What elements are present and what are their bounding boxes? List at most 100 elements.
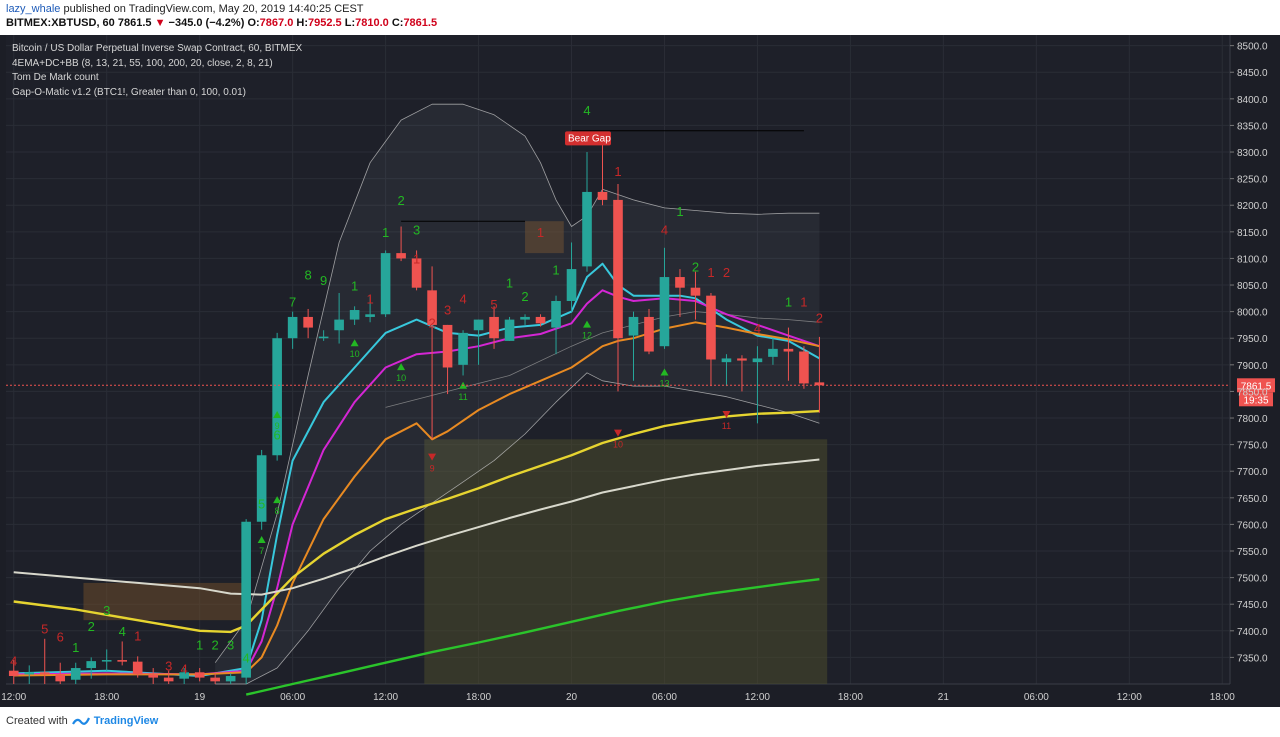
ohlc-header: BITMEX:XBTUSD, 60 7861.5 ▼ −345.0 (−4.2%… (6, 17, 437, 29)
candle (721, 354, 732, 387)
candle (70, 662, 81, 684)
candle (194, 668, 205, 682)
td-count-label: 5 (490, 297, 497, 312)
td-count-label: 4 (10, 653, 17, 668)
low-value: 7810.0 (355, 17, 389, 29)
candle (179, 668, 189, 684)
candle-body (272, 338, 282, 456)
candle (628, 311, 639, 381)
gap-zone (525, 221, 564, 254)
candle-body (318, 336, 329, 339)
candle (442, 324, 453, 395)
candle-body (520, 316, 530, 320)
td-count-label: 4 (181, 661, 188, 676)
series-bb-upper (214, 103, 820, 663)
td-setup-label: 10 (396, 373, 406, 383)
td-count-label: 2 (723, 265, 730, 280)
close-label: C: (391, 17, 404, 29)
td-setup-label: 13 (659, 378, 669, 388)
td-setup-label: 9 (275, 421, 280, 431)
td-count-label: 4 (754, 321, 761, 336)
candle-body (706, 295, 716, 360)
legend-ema[interactable]: 4EMA+DC+BB (8, 13, 21, 55, 100, 200, 20,… (12, 57, 273, 69)
td-count-label: 1 (537, 225, 544, 240)
td-count-label: 9 (320, 273, 327, 288)
td-count-label: 2 (397, 193, 404, 208)
candle-body (117, 660, 128, 662)
candle-body (814, 382, 825, 386)
y-tick-label: 7800.0 (1237, 414, 1268, 425)
candle (303, 308, 313, 339)
legend-td[interactable]: Tom De Mark count (12, 72, 99, 83)
time-axis: 12:00 18:00 19 06:00 12:00 18:00 20 06:00 12:00 1… (1, 692, 1235, 703)
candle-body (101, 660, 112, 662)
td-count-label: 2 (428, 316, 435, 331)
candle (24, 665, 35, 684)
candle-body (194, 672, 205, 678)
change-value: −345.0 (−4.2%) (168, 17, 245, 29)
high-value: 7952.5 (308, 17, 342, 29)
bear-gap-tag: Bear Gap (565, 131, 611, 146)
legend-gap[interactable]: Gap-O-Matic v1.2 (BTC1!, Greater than 0,… (12, 86, 246, 98)
td-count-label: 3 (103, 603, 110, 618)
x-tick-label: 21 (938, 692, 950, 703)
td-count-label: 4 (459, 292, 466, 307)
candle (551, 295, 561, 355)
td-count-label: 4 (119, 624, 126, 639)
gap-zones (83, 221, 828, 684)
td-sell-triangle-icon (614, 429, 622, 437)
td-count-label: 6 (57, 629, 64, 644)
candle (132, 656, 143, 678)
candle-body (613, 199, 623, 339)
candle-body (225, 676, 236, 682)
candle-body (70, 668, 81, 680)
candle (799, 346, 809, 389)
y-tick-label: 7900.0 (1237, 361, 1268, 372)
td-count-label: 1 (614, 164, 621, 179)
td-count-label: 4 (661, 222, 668, 237)
last-price-label: 7861.5 (1241, 381, 1272, 392)
td-sell-triangle-icon (428, 453, 437, 461)
brand-name[interactable]: TradingView (93, 715, 159, 727)
publish-text: published on TradingView.com, May 20, 20… (63, 3, 364, 15)
candle-body (380, 253, 391, 315)
td-count-label: 2 (816, 310, 823, 325)
candle-body (783, 348, 794, 352)
candle (163, 670, 174, 684)
candle (39, 638, 50, 684)
gap-lines (401, 130, 804, 222)
candle (690, 271, 701, 320)
candle-body (473, 319, 484, 331)
td-count-label: 1 (382, 225, 389, 240)
y-tick-label: 7850.0 (1237, 387, 1268, 398)
td-count-label: 2 (521, 289, 528, 304)
td-count-label: 1 (72, 640, 79, 655)
td-setup-label: 10 (350, 349, 360, 359)
y-tick-label: 8250.0 (1237, 175, 1268, 186)
candle (458, 330, 468, 376)
td-count-label: 1 (196, 637, 203, 652)
author-link[interactable]: lazy_whale (6, 3, 61, 15)
td-count-label: 2 (88, 619, 95, 634)
candle-body (644, 316, 654, 352)
candle-body (39, 672, 50, 675)
td-sell-triangle-icon (722, 411, 731, 419)
created-with-text: Created with (6, 715, 68, 727)
y-tick-label: 7450.0 (1237, 600, 1268, 611)
candle-body (334, 319, 344, 331)
last-price: 7861.5 (117, 17, 152, 29)
y-tick-label: 8150.0 (1237, 228, 1268, 239)
symbol-label: BITMEX:XBTUSD, 60 (6, 17, 115, 29)
td-count-label: 1 (366, 292, 373, 307)
candle (256, 449, 267, 530)
x-tick-label: 19 (194, 692, 206, 703)
legend-symbol[interactable]: Bitcoin / US Dollar Perpetual Inverse Sw… (12, 43, 303, 54)
candle-body (349, 310, 360, 320)
td-count-label: 8 (305, 268, 312, 283)
td-count-label: 1 (552, 262, 559, 277)
candle (365, 295, 375, 323)
series-ema-100 (13, 458, 820, 596)
td-count-label: 1 (134, 628, 141, 643)
candle (659, 247, 670, 349)
